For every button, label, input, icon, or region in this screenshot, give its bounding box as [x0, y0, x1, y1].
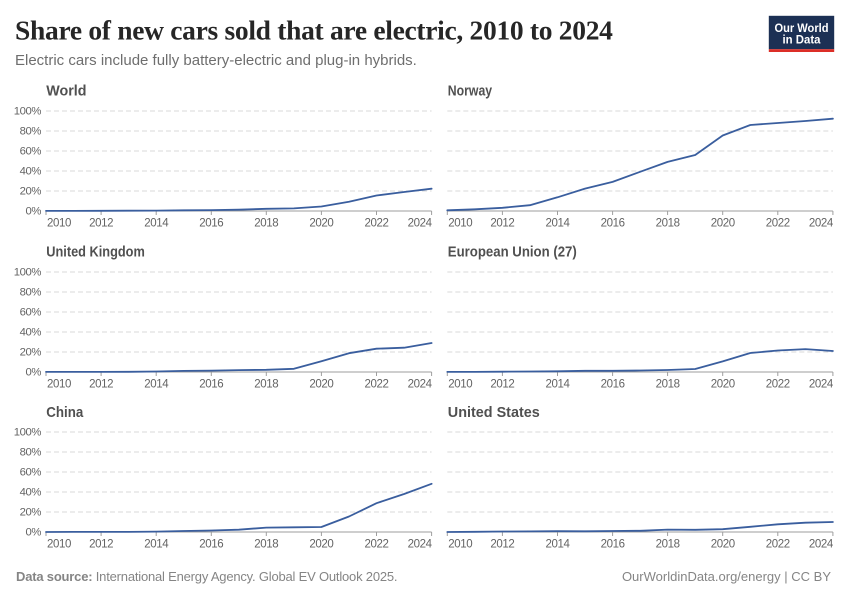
- svg-text:United Kingdom: United Kingdom: [46, 245, 145, 261]
- svg-text:2016: 2016: [601, 538, 625, 550]
- svg-text:80%: 80%: [20, 447, 42, 459]
- svg-text:Norway: Norway: [448, 84, 492, 100]
- svg-text:2014: 2014: [546, 217, 571, 229]
- svg-text:100%: 100%: [14, 267, 42, 279]
- svg-text:60%: 60%: [20, 146, 42, 158]
- svg-text:2022: 2022: [766, 217, 790, 229]
- svg-text:2014: 2014: [546, 538, 571, 550]
- svg-text:20%: 20%: [20, 507, 42, 519]
- svg-text:2016: 2016: [601, 217, 625, 229]
- svg-text:2018: 2018: [254, 217, 278, 229]
- svg-text:2018: 2018: [656, 217, 680, 229]
- svg-text:2024: 2024: [408, 217, 433, 229]
- svg-text:2012: 2012: [89, 538, 113, 550]
- svg-text:2020: 2020: [309, 217, 333, 229]
- svg-text:2016: 2016: [199, 378, 223, 390]
- svg-text:2018: 2018: [656, 538, 680, 550]
- svg-text:2010: 2010: [47, 378, 71, 390]
- svg-text:20%: 20%: [20, 347, 42, 359]
- svg-text:40%: 40%: [20, 166, 42, 178]
- svg-text:2012: 2012: [89, 217, 113, 229]
- svg-text:2024: 2024: [408, 378, 433, 390]
- svg-text:80%: 80%: [20, 287, 42, 299]
- svg-text:2010: 2010: [47, 538, 71, 550]
- svg-text:OurWorldinData.org/energy | CC: OurWorldinData.org/energy | CC BY: [622, 569, 831, 584]
- svg-text:2018: 2018: [254, 378, 278, 390]
- svg-text:World: World: [46, 84, 86, 100]
- svg-text:2012: 2012: [490, 217, 514, 229]
- svg-text:2020: 2020: [309, 538, 333, 550]
- svg-text:20%: 20%: [20, 186, 42, 198]
- svg-text:2020: 2020: [711, 217, 735, 229]
- svg-text:2018: 2018: [254, 538, 278, 550]
- svg-text:0%: 0%: [25, 206, 41, 218]
- svg-text:100%: 100%: [14, 427, 42, 439]
- svg-text:2022: 2022: [766, 378, 790, 390]
- svg-text:2014: 2014: [546, 378, 571, 390]
- svg-text:2012: 2012: [490, 538, 514, 550]
- svg-text:2022: 2022: [365, 378, 389, 390]
- svg-text:2014: 2014: [144, 538, 169, 550]
- svg-text:2018: 2018: [656, 378, 680, 390]
- svg-text:European Union (27): European Union (27): [448, 245, 577, 261]
- svg-text:Data source: International Ene: Data source: International Energy Agency…: [16, 569, 397, 584]
- svg-text:2016: 2016: [199, 217, 223, 229]
- svg-text:China: China: [46, 405, 84, 421]
- svg-text:Our World: Our World: [775, 21, 829, 35]
- svg-text:2022: 2022: [365, 538, 389, 550]
- svg-text:60%: 60%: [20, 467, 42, 479]
- svg-text:2022: 2022: [365, 217, 389, 229]
- svg-text:2020: 2020: [711, 538, 735, 550]
- svg-text:40%: 40%: [20, 487, 42, 499]
- svg-text:2010: 2010: [47, 217, 71, 229]
- svg-text:2024: 2024: [408, 538, 433, 550]
- svg-text:2012: 2012: [490, 378, 514, 390]
- svg-text:2014: 2014: [144, 378, 169, 390]
- svg-text:60%: 60%: [20, 307, 42, 319]
- svg-text:2024: 2024: [809, 217, 834, 229]
- svg-text:40%: 40%: [20, 327, 42, 339]
- svg-text:0%: 0%: [25, 367, 41, 379]
- svg-text:100%: 100%: [14, 106, 42, 118]
- svg-text:80%: 80%: [20, 126, 42, 138]
- svg-text:in Data: in Data: [783, 32, 821, 46]
- svg-text:2024: 2024: [809, 538, 834, 550]
- svg-text:United States: United States: [448, 405, 540, 421]
- svg-text:2024: 2024: [809, 378, 834, 390]
- svg-text:2010: 2010: [448, 217, 472, 229]
- svg-text:2020: 2020: [711, 378, 735, 390]
- svg-text:2014: 2014: [144, 217, 169, 229]
- svg-text:2022: 2022: [766, 538, 790, 550]
- svg-text:2010: 2010: [448, 378, 472, 390]
- svg-text:2010: 2010: [448, 538, 472, 550]
- svg-text:2012: 2012: [89, 378, 113, 390]
- svg-text:2016: 2016: [601, 378, 625, 390]
- svg-text:Electric cars include fully ba: Electric cars include fully battery-elec…: [15, 52, 417, 69]
- svg-text:2020: 2020: [309, 378, 333, 390]
- svg-text:2016: 2016: [199, 538, 223, 550]
- svg-text:Share of new cars sold that ar: Share of new cars sold that are electric…: [15, 15, 613, 46]
- svg-text:0%: 0%: [25, 527, 41, 539]
